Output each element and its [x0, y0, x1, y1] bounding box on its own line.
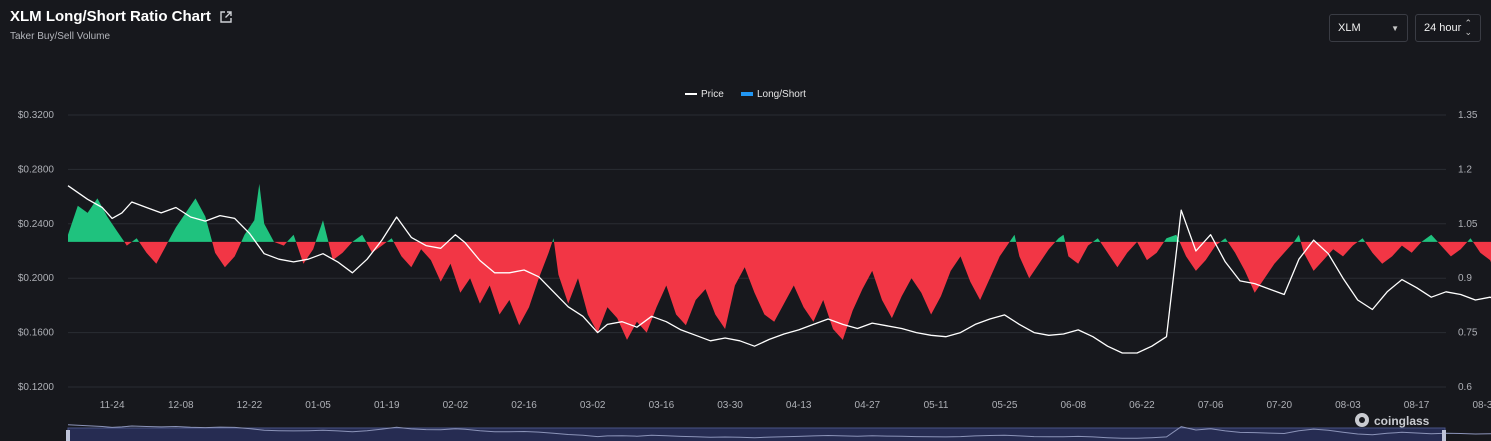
long-short-area: [68, 183, 1491, 340]
y-right-tick-label: 1.05: [1458, 219, 1478, 230]
x-tick-label: 12-08: [168, 400, 194, 411]
x-tick-label: 04-13: [786, 400, 812, 411]
page-title: XLM Long/Short Ratio Chart: [10, 8, 211, 25]
legend-long-short-label: Long/Short: [757, 89, 806, 100]
y-right-tick-label: 1.35: [1458, 110, 1478, 121]
y-left-tick-label: $0.1600: [18, 328, 55, 339]
y-axis-left: $0.3200 $0.2800 $0.2400 $0.2000 $0.1600 $0.12…: [18, 110, 55, 393]
price-line-layer: [67, 185, 1491, 354]
x-tick-label: 08-17: [1404, 400, 1430, 411]
y-left-tick-label: $0.3200: [18, 110, 55, 121]
y-left-tick-label: $0.2400: [18, 219, 55, 230]
y-left-tick-label: $0.2000: [18, 273, 55, 284]
zoom-navigator-preview: [67, 424, 1491, 439]
x-tick-label: 07-06: [1198, 400, 1224, 411]
external-link-icon[interactable]: [219, 10, 233, 24]
coinglass-logo-icon: [1355, 413, 1369, 427]
y-right-tick-label: 1.2: [1458, 164, 1472, 175]
x-tick-label: 06-22: [1129, 400, 1155, 411]
x-tick-label: 06-08: [1061, 400, 1087, 411]
coin-select[interactable]: XLM ▼: [1329, 14, 1408, 42]
zoom-handle-right[interactable]: [1442, 430, 1446, 441]
x-tick-label: 01-05: [305, 400, 331, 411]
x-tick-label: 11-24: [100, 400, 125, 411]
x-tick-label: 08-31: [1472, 400, 1491, 411]
x-tick-label: 05-11: [924, 400, 949, 411]
zoom-navigator-track: [67, 427, 1446, 441]
chart-controls: XLM ▼ 24 hour ⌃ ⌄: [1329, 14, 1481, 42]
y-right-tick-label: 0.9: [1458, 273, 1472, 284]
x-tick-label: 02-16: [511, 400, 537, 411]
x-tick-label: 04-27: [855, 400, 881, 411]
x-tick-label: 07-20: [1266, 400, 1292, 411]
brand-name: coinglass: [1374, 414, 1430, 428]
chart-legend: Price Long/Short: [685, 89, 806, 100]
short-area: [124, 241, 1491, 340]
x-tick-label: 02-02: [443, 400, 469, 411]
y-right-tick-label: 0.6: [1458, 382, 1472, 393]
chevron-down-icon: ▼: [1391, 23, 1399, 33]
x-tick-label: 03-02: [580, 400, 606, 411]
x-tick-label: 12-22: [237, 400, 263, 411]
legend-price-label: Price: [701, 89, 724, 100]
legend-long-short-swatch: [741, 92, 753, 96]
zoom-handle-left[interactable]: [66, 430, 70, 441]
sort-updown-icon: ⌃ ⌄: [1464, 18, 1472, 37]
y-axis-right: 1.35 1.2 1.05 0.9 0.75 0.6: [1458, 110, 1478, 393]
zoom-navigator[interactable]: [66, 424, 1491, 441]
long-area: [68, 183, 1473, 242]
page-subtitle: Taker Buy/Sell Volume: [10, 31, 111, 42]
brand-watermark: coinglass: [1355, 413, 1430, 428]
coin-select-value: XLM: [1338, 22, 1361, 34]
x-tick-label: 03-16: [649, 400, 675, 411]
chart-header: XLM Long/Short Ratio Chart Taker Buy/Sel…: [10, 8, 233, 42]
legend-price[interactable]: Price: [685, 89, 724, 100]
price-line: [67, 185, 1491, 354]
y-left-tick-label: $0.2800: [18, 164, 55, 175]
interval-select[interactable]: 24 hour ⌃ ⌄: [1415, 14, 1481, 42]
x-tick-label: 03-30: [717, 400, 743, 411]
x-tick-label: 08-03: [1335, 400, 1361, 411]
interval-select-value: 24 hour: [1424, 22, 1462, 34]
y-left-tick-label: $0.1200: [18, 382, 55, 393]
y-right-tick-label: 0.75: [1458, 328, 1478, 339]
x-tick-label: 05-25: [992, 400, 1018, 411]
x-axis: 11-24 12-08 12-22 01-05 01-19 02-02 02-16 03-02…: [68, 386, 1491, 411]
legend-long-short[interactable]: Long/Short: [741, 89, 806, 100]
x-tick-label: 01-19: [374, 400, 400, 411]
